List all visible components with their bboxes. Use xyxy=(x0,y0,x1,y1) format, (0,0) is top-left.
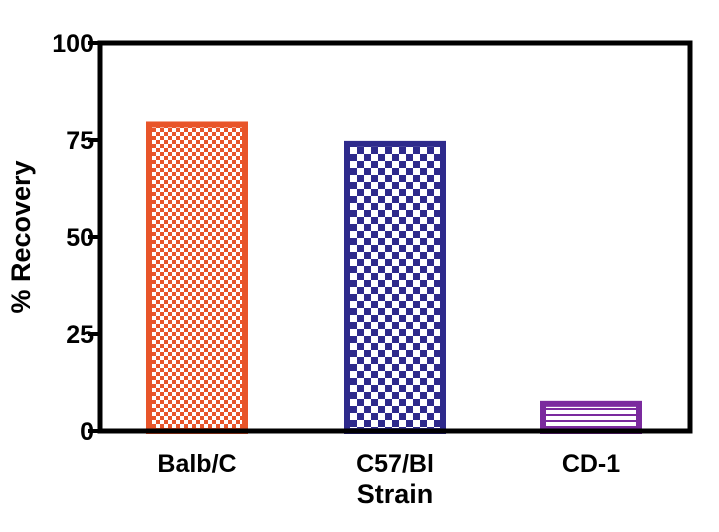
bar-balb-c xyxy=(146,121,248,434)
y-tick-label: 50 xyxy=(66,224,94,252)
y-tick-label: 100 xyxy=(52,30,94,58)
x-axis-title: Strain xyxy=(357,479,434,509)
bar-cd-1 xyxy=(540,400,642,434)
y-tick-label: 75 xyxy=(66,127,94,155)
x-tick-label: C57/Bl xyxy=(356,450,434,478)
y-tick-label: 25 xyxy=(66,321,94,349)
y-axis-title: % Recovery xyxy=(6,160,36,313)
x-tick-label: CD-1 xyxy=(562,450,620,478)
x-tick-label: Balb/C xyxy=(157,450,236,478)
axes-layer: Balb/C C57/Bl CD-1 0 25 50 75 100 xyxy=(52,30,693,478)
bars-layer xyxy=(146,121,642,434)
bar-c57-bl xyxy=(344,140,446,434)
y-tick-label: 0 xyxy=(80,418,94,446)
